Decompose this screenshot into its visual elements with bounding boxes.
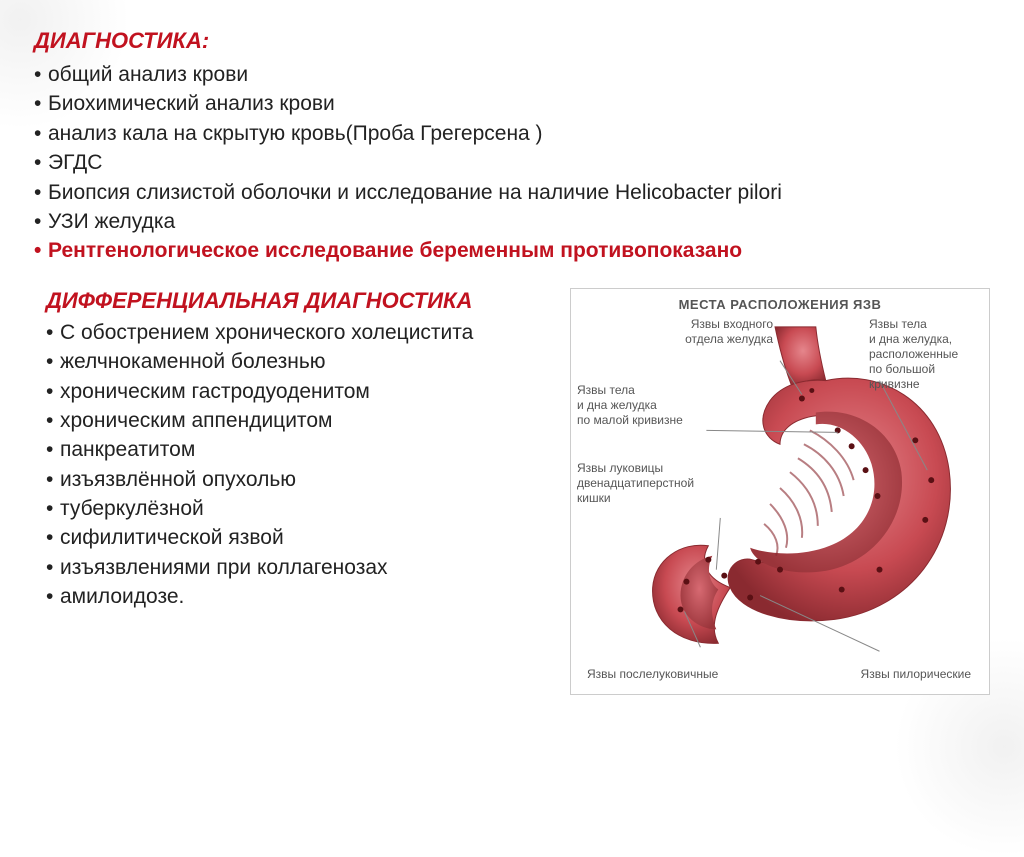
differential-item: амилоидозе.	[46, 582, 560, 611]
stomach-diagram: МЕСТА РАСПОЛОЖЕНИЯ ЯЗВ Язвы входногоотде…	[570, 288, 990, 695]
differential-list: С обострением хронического холецистита ж…	[46, 318, 560, 612]
diagnostics-list: общий анализ крови Биохимический анализ …	[34, 60, 990, 266]
differential-item: изъязвлениями при коллагенозах	[46, 553, 560, 582]
slide-content: ДИАГНОСТИКА: общий анализ крови Биохимич…	[0, 0, 1024, 715]
diagnostics-warning: Рентгенологическое исследование беременн…	[34, 236, 990, 265]
diagram-label-l2: Язвы телаи дна желудкапо малой кривизне	[577, 383, 697, 428]
diagram-label-l3: Язвы луковицыдвенадцатиперстнойкишки	[577, 461, 717, 506]
differential-item: С обострением хронического холецистита	[46, 318, 560, 347]
diagram-label-r1: Язвы телаи дна желудка,расположенныепо б…	[869, 317, 979, 392]
differential-item: панкреатитом	[46, 435, 560, 464]
diagram-label-b2: Язвы пилорические	[841, 667, 971, 682]
differential-block: ДИФФЕРЕНЦИАЛЬНАЯ ДИАГНОСТИКА С обострени…	[34, 288, 560, 695]
differential-item: сифилитической язвой	[46, 523, 560, 552]
differential-item: желчнокаменной болезнью	[46, 347, 560, 376]
lower-row: ДИФФЕРЕНЦИАЛЬНАЯ ДИАГНОСТИКА С обострени…	[34, 288, 990, 695]
diagnostics-item: общий анализ крови	[34, 60, 990, 89]
diagnostics-item: Биопсия слизистой оболочки и исследовани…	[34, 178, 990, 207]
differential-item: туберкулёзной	[46, 494, 560, 523]
differential-item: изъязвлённой опухолью	[46, 465, 560, 494]
diagnostics-heading: ДИАГНОСТИКА:	[34, 28, 990, 54]
differential-heading: ДИФФЕРЕНЦИАЛЬНАЯ ДИАГНОСТИКА	[46, 288, 560, 314]
diagnostics-item: ЭГДС	[34, 148, 990, 177]
diagram-title: МЕСТА РАСПОЛОЖЕНИЯ ЯЗВ	[581, 297, 979, 312]
diagnostics-item: Биохимический анализ крови	[34, 89, 990, 118]
diagnostics-item: анализ кала на скрытую кровь(Проба Греге…	[34, 119, 990, 148]
differential-item: хроническим гастродуоденитом	[46, 377, 560, 406]
diagram-label-l1: Язвы входногоотдела желудка	[663, 317, 773, 347]
diagnostics-item: УЗИ желудка	[34, 207, 990, 236]
diagram-label-b1: Язвы послелуковичные	[587, 667, 747, 682]
differential-item: хроническим аппендицитом	[46, 406, 560, 435]
